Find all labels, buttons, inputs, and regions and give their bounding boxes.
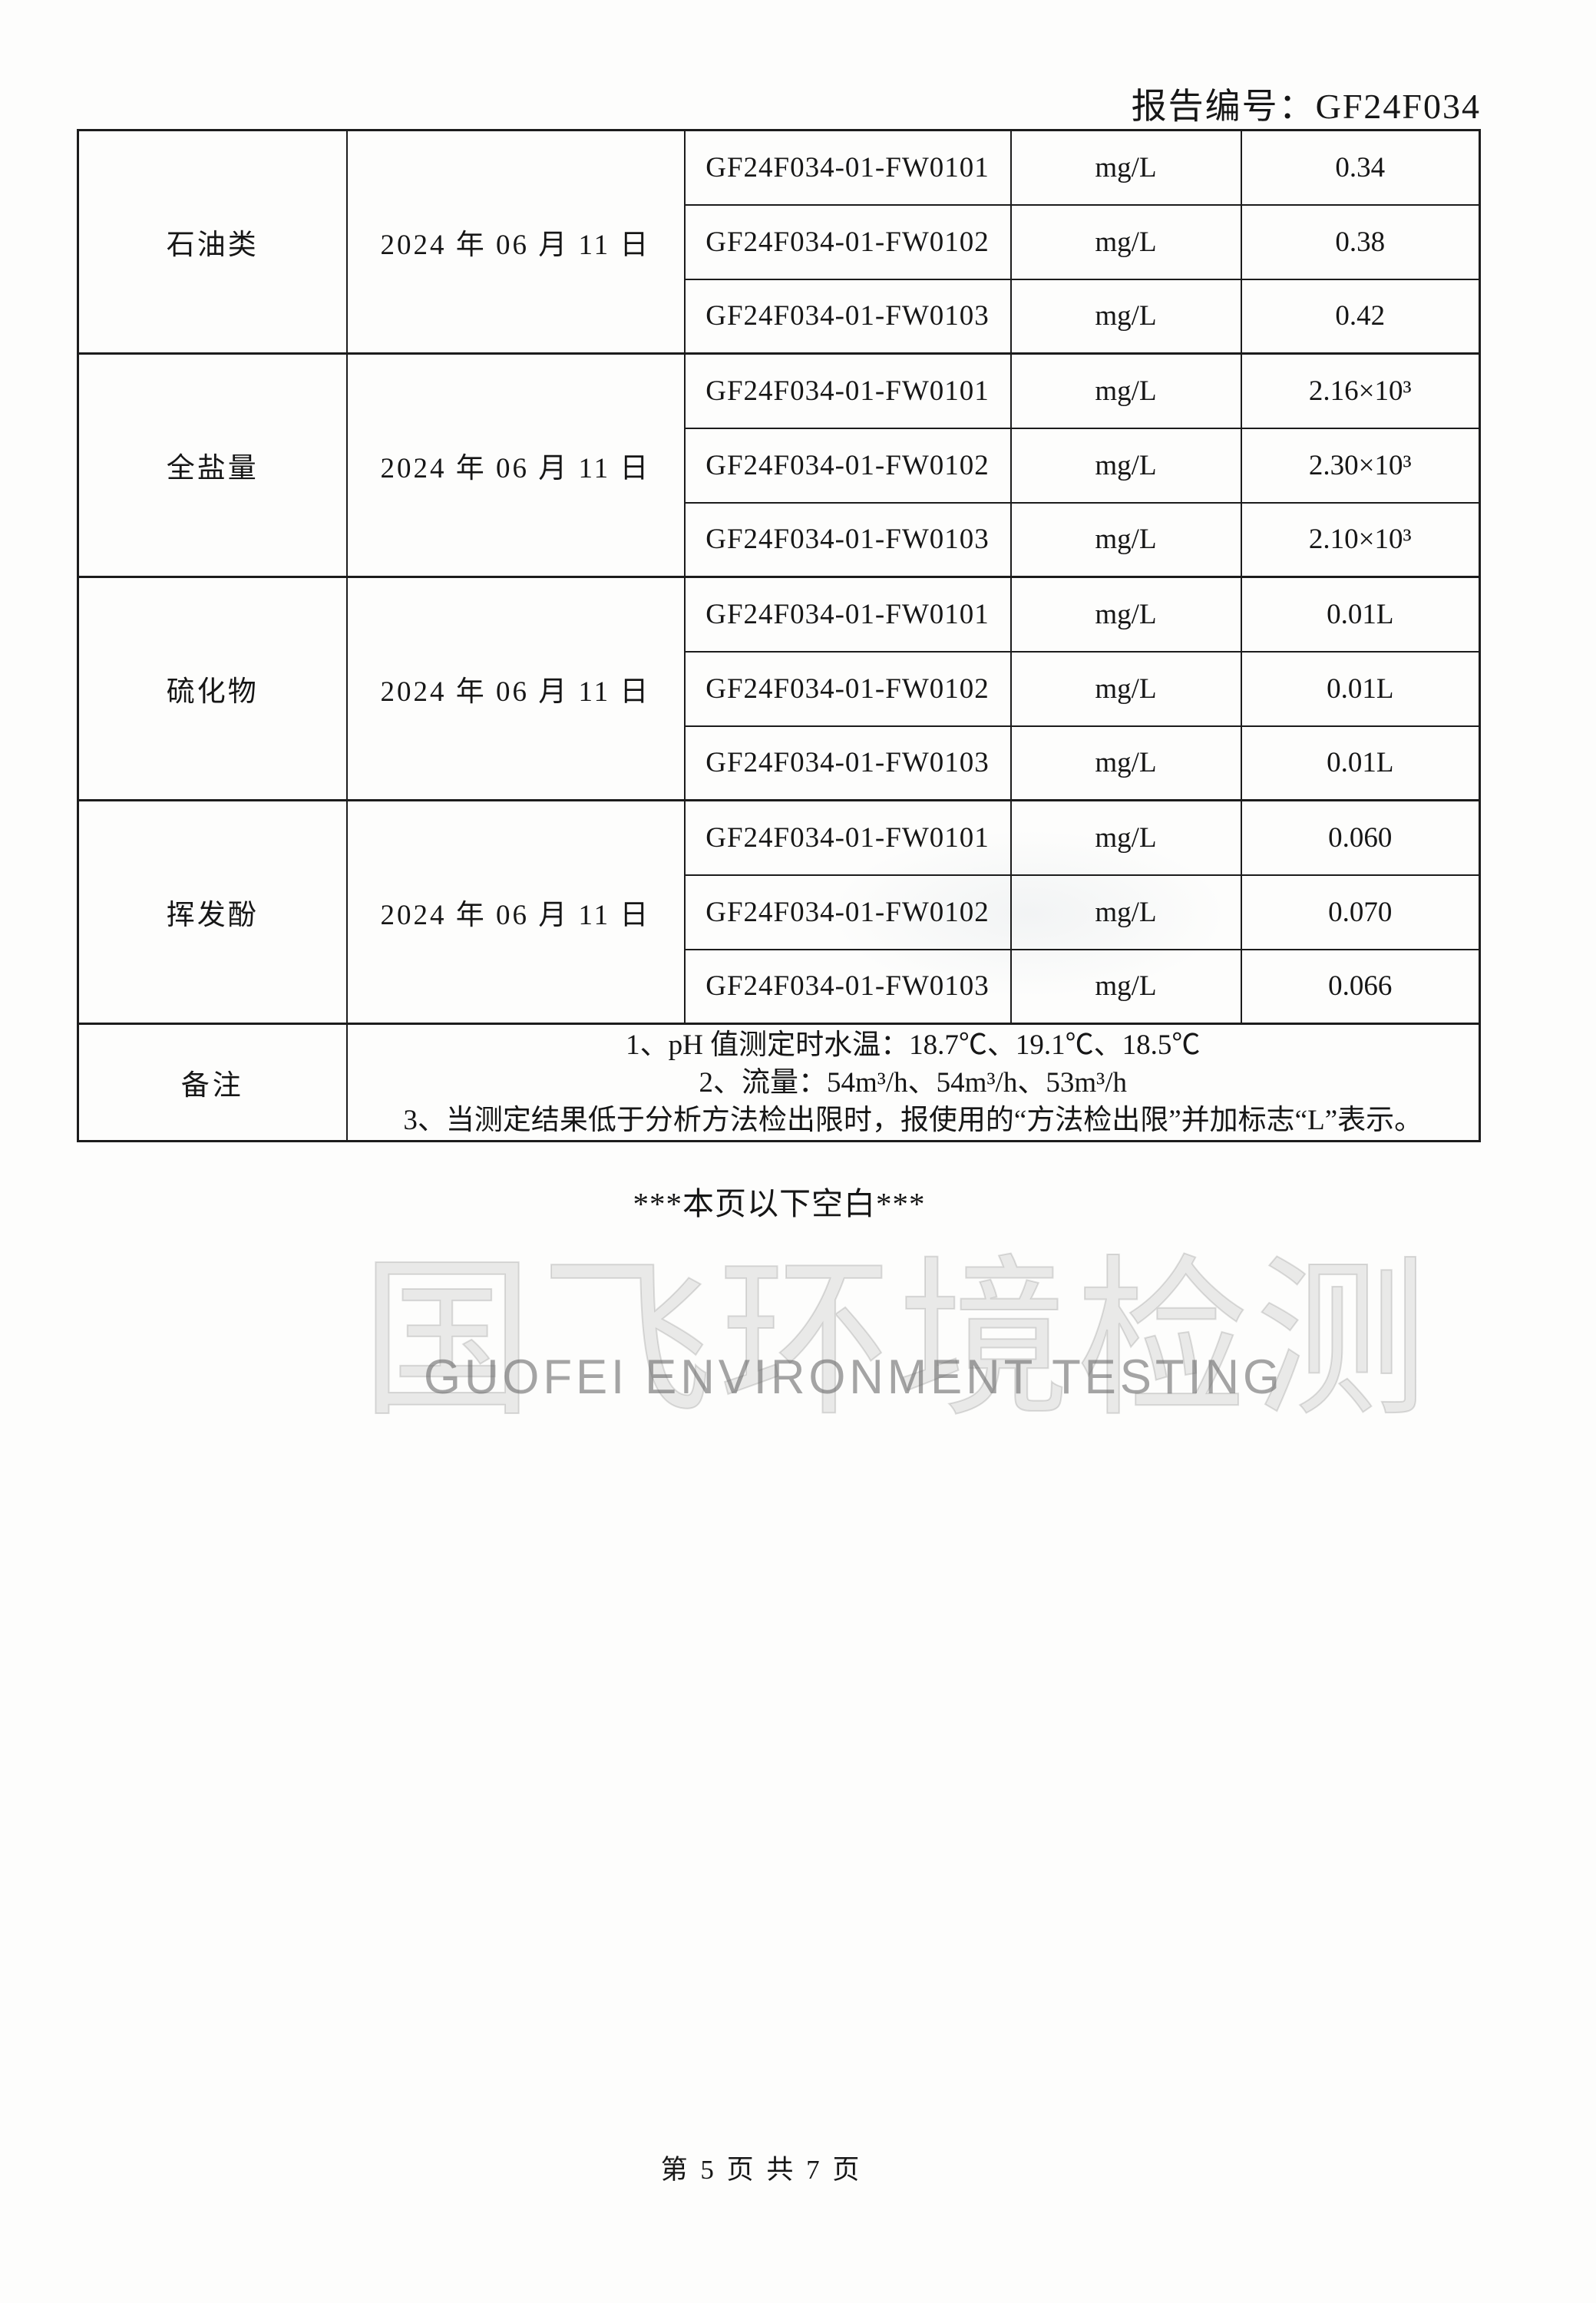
unit-cell: mg/L [1009, 799, 1242, 876]
remarks-cell: 1、pH 值测定时水温：18.7℃、19.1℃、18.5℃ 2、流量：54m³/… [345, 1023, 1481, 1142]
report-number-label: 报告编号： [1131, 87, 1316, 126]
page-number: 第 5 页 共 7 页 [660, 2155, 863, 2185]
sample-code-cell: GF24F034-01-FW0101 [683, 799, 1012, 876]
table-row: GF24F034-01-FW0102 mg/L 2.30×10³ [78, 427, 1481, 504]
value-cell: 0.01L [1240, 725, 1481, 801]
table-row: 全盐量 2024 年 06 月 11 日 GF24F034-01-FW0101 … [77, 352, 1481, 578]
remark-line: 1、pH 值测定时水温：18.7℃、19.1℃、18.5℃ [626, 1029, 1201, 1061]
remark-line: 2、流量：54m³/h、54m³/h、53m³/h [699, 1066, 1127, 1099]
param-cell: 全盐量 [77, 352, 348, 578]
unit-cell: mg/L [1009, 203, 1242, 280]
unit-cell: mg/L [1009, 129, 1242, 206]
table-row: GF24F034-01-FW0103 mg/L 0.42 [78, 278, 1481, 355]
sample-code-cell: GF24F034-01-FW0103 [683, 278, 1012, 355]
sample-code-cell: GF24F034-01-FW0101 [683, 576, 1012, 653]
value-cell: 0.01L [1240, 576, 1481, 653]
value-cell: 2.16×10³ [1240, 352, 1481, 429]
table-row: 挥发酚 2024 年 06 月 11 日 GF24F034-01-FW0101 … [77, 799, 1481, 1025]
value-cell: 0.34 [1240, 129, 1481, 206]
report-number-value: GF24F034 [1315, 87, 1481, 126]
value-cell: 0.066 [1240, 948, 1481, 1025]
param-cell: 石油类 [77, 129, 348, 355]
sample-code-cell: GF24F034-01-FW0102 [683, 874, 1012, 950]
date-cell: 2024 年 06 月 11 日 [345, 799, 686, 1025]
value-cell: 0.060 [1240, 799, 1481, 876]
value-cell: 0.070 [1240, 874, 1481, 950]
sample-code-cell: GF24F034-01-FW0103 [683, 948, 1012, 1025]
table-row: GF24F034-01-FW0102 mg/L 0.01L [78, 650, 1481, 727]
value-cell: 0.01L [1240, 650, 1481, 727]
unit-cell: mg/L [1009, 427, 1242, 504]
unit-cell: mg/L [1009, 278, 1242, 355]
param-cell: 挥发酚 [77, 799, 348, 1025]
value-cell: 2.10×10³ [1240, 501, 1481, 578]
unit-cell: mg/L [1009, 576, 1242, 653]
watermark-english: GUOFEI ENVIRONMENT TESTING [424, 1350, 1284, 1404]
date-cell: 2024 年 06 月 11 日 [345, 352, 686, 578]
table-row: GF24F034-01-FW0102 mg/L 0.070 [78, 874, 1481, 950]
table-row: 硫化物 2024 年 06 月 11 日 GF24F034-01-FW0101 … [77, 576, 1481, 801]
param-cell: 硫化物 [77, 576, 348, 801]
date-cell: 2024 年 06 月 11 日 [345, 129, 686, 355]
sample-code-cell: GF24F034-01-FW0102 [683, 427, 1012, 504]
remark-line: 3、当测定结果低于分析方法检出限时，报使用的“方法检出限”并加标志“L”表示。 [403, 1104, 1423, 1136]
value-cell: 2.30×10³ [1240, 427, 1481, 504]
table-row: GF24F034-01-FW0103 mg/L 0.066 [78, 948, 1481, 1025]
sample-code-cell: GF24F034-01-FW0103 [683, 725, 1012, 801]
unit-cell: mg/L [1009, 352, 1242, 429]
unit-cell: mg/L [1009, 874, 1242, 950]
table-row: GF24F034-01-FW0103 mg/L 0.01L [78, 725, 1481, 801]
unit-cell: mg/L [1009, 650, 1242, 727]
sample-code-cell: GF24F034-01-FW0102 [683, 203, 1012, 280]
table-row: 石油类 2024 年 06 月 11 日 GF24F034-01-FW0101 … [77, 129, 1481, 355]
unit-cell: mg/L [1009, 725, 1242, 801]
remark-label-cell: 备注 [77, 1023, 348, 1142]
results-table: 石油类 2024 年 06 月 11 日 GF24F034-01-FW0101 … [77, 129, 1481, 1142]
unit-cell: mg/L [1009, 501, 1242, 578]
value-cell: 0.38 [1240, 203, 1481, 280]
table-row: GF24F034-01-FW0103 mg/L 2.10×10³ [78, 501, 1481, 578]
report-number: 报告编号：GF24F034 [1132, 78, 1481, 129]
table-row: GF24F034-01-FW0102 mg/L 0.38 [78, 203, 1481, 280]
sample-code-cell: GF24F034-01-FW0101 [683, 129, 1012, 206]
sample-code-cell: GF24F034-01-FW0103 [683, 501, 1012, 578]
unit-cell: mg/L [1009, 948, 1242, 1025]
value-cell: 0.42 [1240, 278, 1481, 355]
end-of-page-note: ***本页以下空白*** [633, 1186, 926, 1221]
sample-code-cell: GF24F034-01-FW0102 [683, 650, 1012, 727]
table-row-remarks: 备注 1、pH 值测定时水温：18.7℃、19.1℃、18.5℃ 2、流量：54… [77, 1023, 1481, 1142]
date-cell: 2024 年 06 月 11 日 [345, 576, 686, 801]
watermark-chinese: 国飞环境检测 [360, 1242, 1434, 1437]
sample-code-cell: GF24F034-01-FW0101 [683, 352, 1012, 429]
